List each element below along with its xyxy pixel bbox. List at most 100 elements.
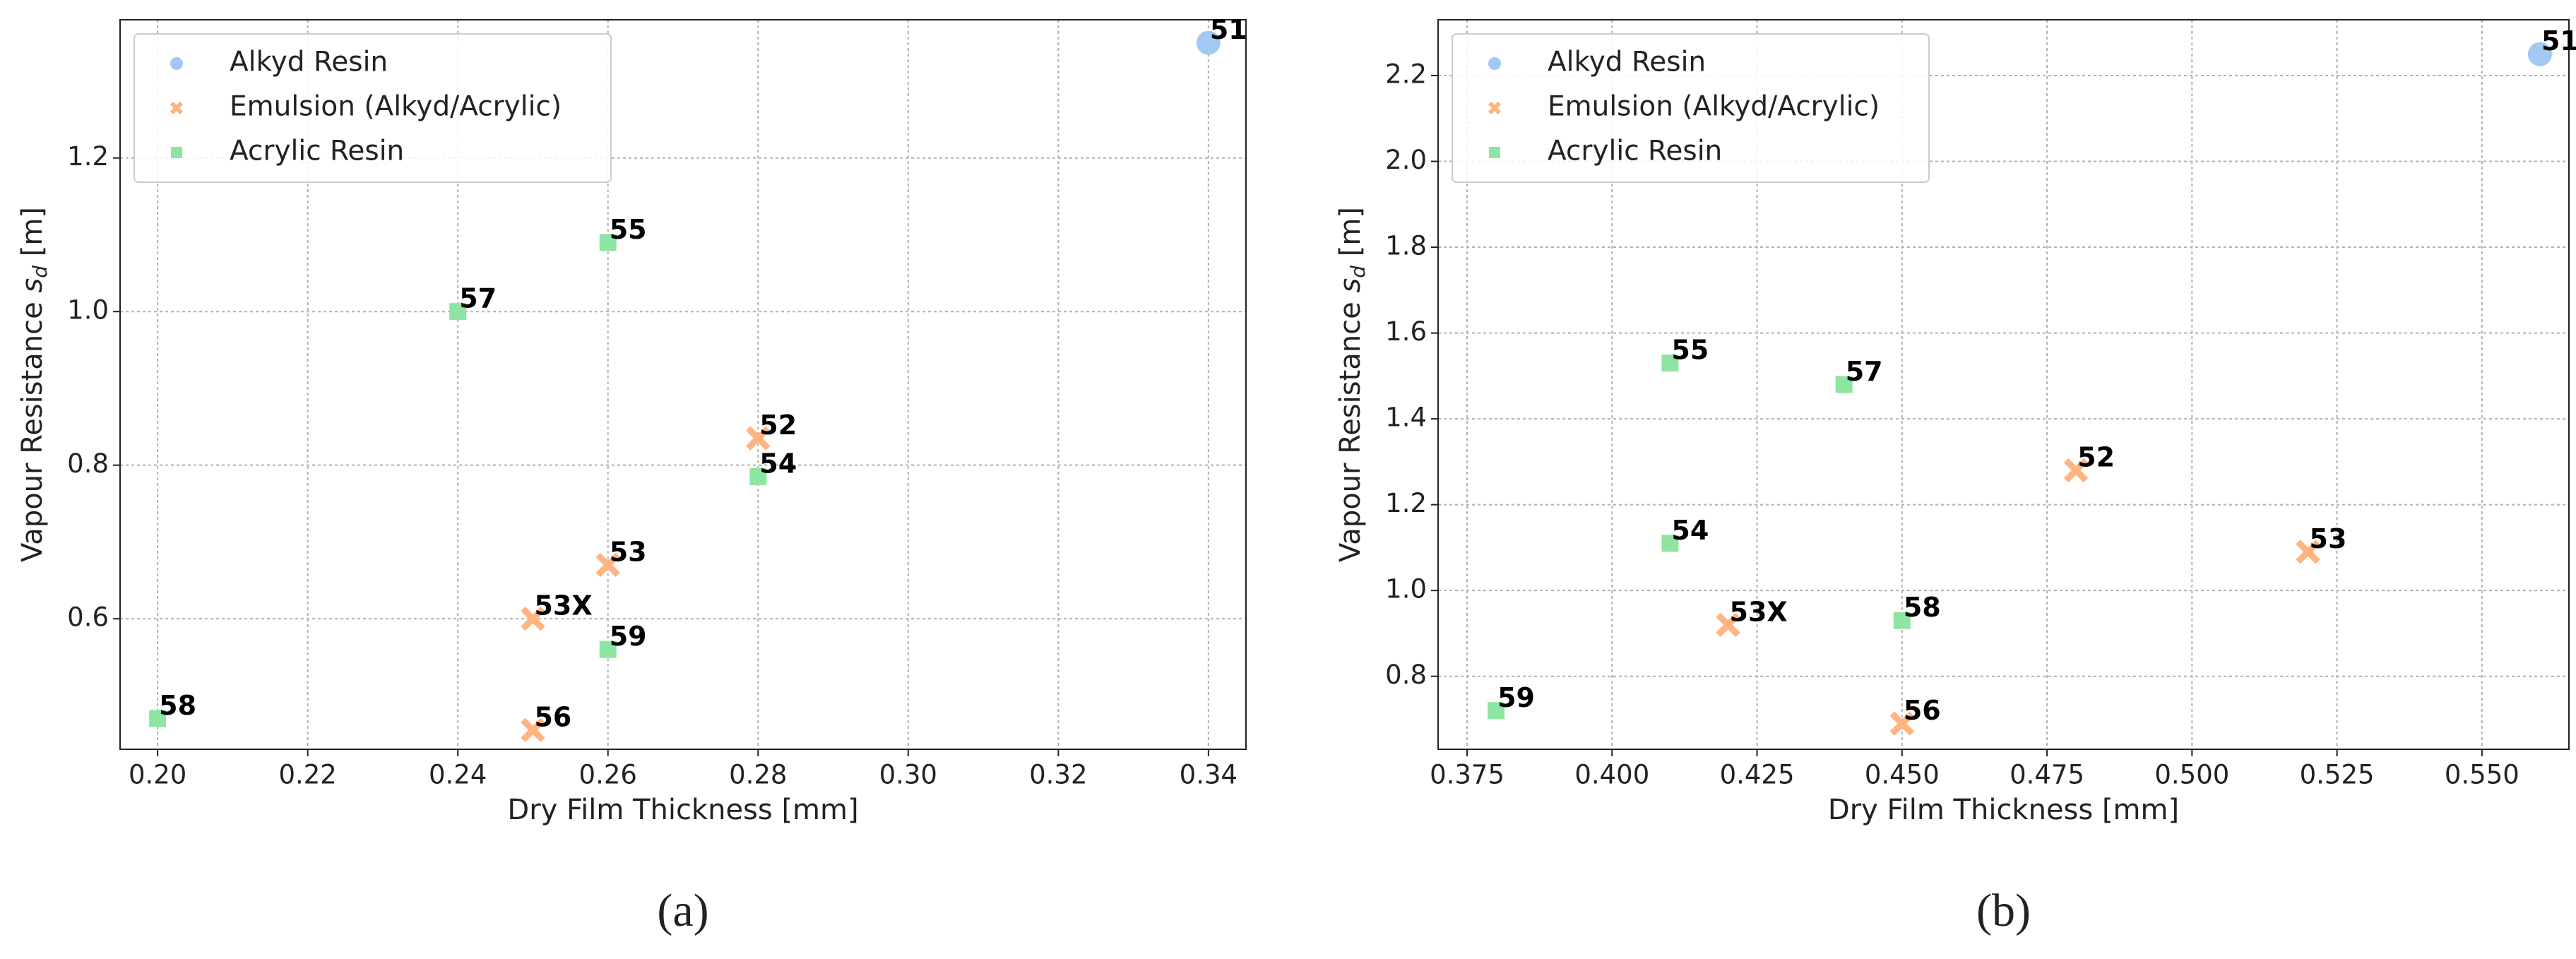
x-tick-label: 0.425	[1720, 760, 1795, 790]
point-label: 57	[1846, 356, 1883, 387]
y-axis-label-text: Vapour Resistance	[16, 293, 49, 562]
legend-box	[133, 33, 612, 183]
point	[521, 717, 545, 743]
plot-frame	[1437, 19, 2570, 750]
y-tick-label: 1.2	[1385, 488, 1427, 518]
legend-label: Emulsion (Alkyd/Acrylic)	[230, 91, 562, 123]
y-tick-label: 1.0	[1385, 574, 1427, 604]
y-axis-label: Vapour Resistance sd [m]	[16, 207, 52, 562]
legend-marker	[1489, 147, 1500, 158]
x-tick-label: 0.24	[429, 760, 487, 790]
legend-label: Acrylic Resin	[1548, 136, 1722, 167]
y-axis-label: Vapour Resistance sd [m]	[1334, 207, 1370, 562]
y-axis-label-sub: d	[1346, 266, 1370, 278]
legend-marker	[171, 147, 182, 158]
y-tick-label: 1.2	[67, 141, 109, 172]
caption: (b)	[1976, 885, 2031, 936]
legend-label: Emulsion (Alkyd/Acrylic)	[1548, 91, 1880, 123]
point-label: 59	[610, 621, 647, 652]
x-tick-label: 0.475	[2010, 760, 2084, 790]
x-axis-label: Dry Film Thickness [mm]	[507, 794, 858, 826]
x-tick-label: 0.375	[1430, 760, 1504, 790]
point	[749, 467, 767, 485]
point	[1835, 376, 1853, 393]
point	[2527, 42, 2552, 66]
point-label: 52	[759, 410, 797, 441]
point	[1661, 535, 1679, 552]
point	[746, 426, 771, 451]
point-label: 56	[1904, 695, 1941, 726]
point-label: 52	[2077, 442, 2115, 473]
plot-frame	[119, 19, 1247, 750]
point	[2296, 540, 2320, 564]
legend-label: Acrylic Resin	[230, 136, 404, 167]
x-tick-label: 0.26	[579, 760, 637, 790]
y-axis-label-symbol: s	[1334, 278, 1367, 293]
point-label: 55	[610, 214, 647, 245]
x-tick-label: 0.550	[2445, 760, 2519, 790]
x-tick-label: 0.525	[2300, 760, 2375, 790]
y-tick-label: 1.6	[1385, 316, 1427, 347]
y-tick-label: 0.6	[67, 602, 109, 633]
point-label: 53X	[1730, 596, 1788, 627]
legend-label: Alkyd Resin	[1548, 47, 1706, 78]
legend-marker	[170, 57, 183, 70]
point-label: 54	[759, 448, 797, 479]
x-tick-label: 0.500	[2154, 760, 2229, 790]
x-tick-label: 0.400	[1574, 760, 1649, 790]
point	[1893, 612, 1911, 629]
x-tick-label: 0.20	[129, 760, 186, 790]
point-label: 53	[610, 537, 647, 568]
point	[1889, 711, 1915, 736]
point	[1488, 702, 1505, 720]
y-axis-label-text: Vapour Resistance	[1334, 293, 1367, 562]
point	[599, 234, 617, 251]
caption-text: (b)	[1976, 885, 2031, 936]
x-tick-label: 0.34	[1180, 760, 1237, 790]
y-tick-label: 1.8	[1385, 231, 1427, 261]
point-label: 59	[1497, 682, 1535, 713]
y-axis-label-symbol: s	[16, 278, 49, 293]
legend-marker	[1488, 57, 1501, 70]
point	[449, 303, 467, 321]
y-tick-label: 2.0	[1385, 145, 1427, 175]
caption-text: (a)	[657, 885, 708, 936]
point	[2063, 458, 2089, 483]
point-label: 57	[459, 283, 497, 314]
y-axis-label-sub: d	[28, 266, 52, 278]
y-axis-label-unit: [m]	[1334, 207, 1367, 266]
legend-marker	[170, 101, 184, 115]
point-label: 54	[1671, 515, 1709, 546]
point-label: 53X	[534, 590, 592, 621]
point-label: 58	[159, 690, 196, 721]
y-axis-label-unit: [m]	[16, 207, 49, 266]
y-tick-label: 2.2	[1385, 59, 1427, 89]
point-label: 56	[534, 701, 571, 732]
x-tick-label: 0.22	[278, 760, 336, 790]
legend-box	[1452, 33, 1930, 183]
caption: (a)	[657, 885, 708, 936]
legend-label: Alkyd Resin	[230, 47, 388, 78]
y-tick-label: 1.4	[1385, 403, 1427, 433]
point-label: 58	[1904, 592, 1941, 623]
point-label: 51	[2541, 25, 2576, 56]
x-tick-label: 0.32	[1029, 760, 1087, 790]
point-label: 55	[1671, 335, 1709, 366]
y-tick-label: 0.8	[1385, 660, 1427, 690]
point-label: 51	[1210, 14, 1247, 45]
chart-panel: 0.20 0.22 0.24 0.26 0.28 0.30 0.32 0.34 0.6 0.8 1.…	[16, 14, 1247, 826]
point	[1716, 612, 1740, 637]
x-tick-label: 0.28	[729, 760, 787, 790]
y-tick-label: 1.0	[67, 295, 109, 326]
x-tick-label: 0.30	[879, 760, 937, 790]
x-axis-label: Dry Film Thickness [mm]	[1828, 794, 2179, 826]
chart-panel: 0.375 0.400 0.425 0.450 0.475 0.500 0.525 0.550…	[1334, 19, 2576, 826]
point	[1661, 355, 1679, 372]
legend-marker	[1488, 101, 1502, 115]
y-tick-label: 0.8	[67, 448, 109, 479]
point	[1196, 30, 1221, 55]
x-tick-label: 0.450	[1865, 760, 1940, 790]
point	[521, 606, 545, 631]
point-label: 53	[2310, 523, 2347, 554]
